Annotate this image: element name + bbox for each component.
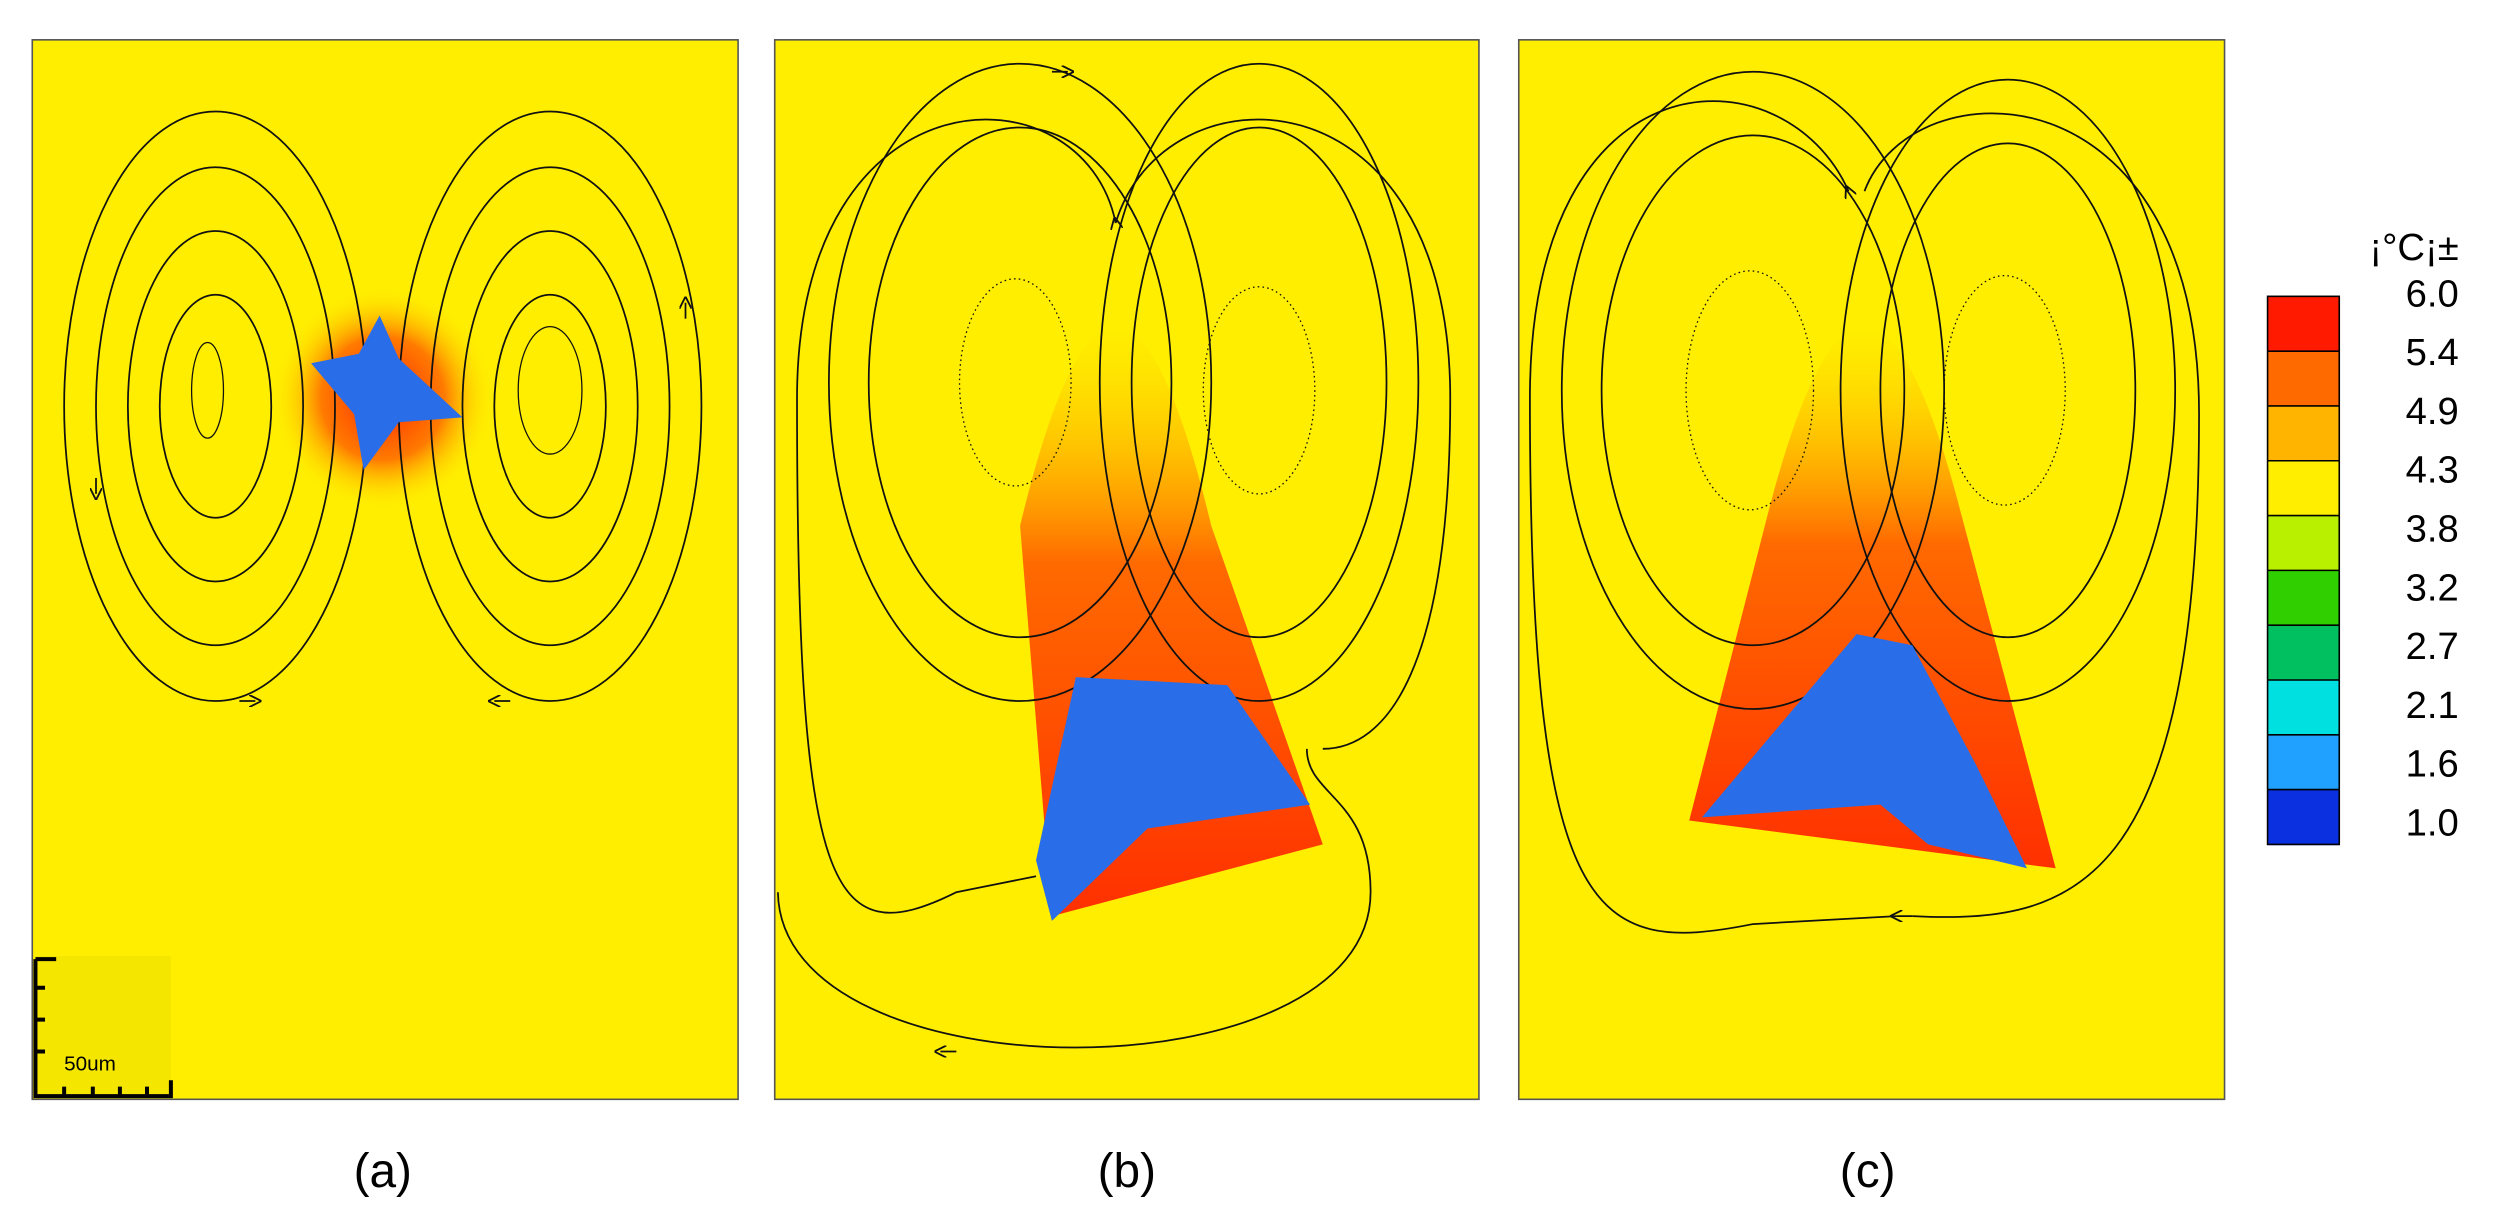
panel-label: (a) [354, 1145, 412, 1198]
colorbar-label: 1.6 [2406, 743, 2459, 786]
colorbar-label: 2.7 [2406, 625, 2459, 668]
crystal [1701, 634, 2027, 869]
colorbar-band [2267, 351, 2340, 407]
panel-b [773, 39, 1480, 1101]
colorbar-band [2267, 570, 2340, 626]
colorbar-band [2267, 625, 2340, 681]
colorbar-title: ¡°C¡± [2369, 226, 2458, 269]
colorbar-label: 2.1 [2406, 684, 2459, 727]
colorbar: ¡°C¡± 6.0 5.4 4.9 4.3 3.8 3.2 2.7 2.1 1.6 1.0 [2266, 226, 2459, 846]
panel-label: (c) [1840, 1145, 1896, 1198]
streamlines [777, 62, 1452, 1052]
panel-labels: (a) (b) (c) [354, 1145, 1896, 1198]
panel-bg [31, 39, 739, 1101]
crystal [311, 315, 463, 470]
colorbar-band [2267, 405, 2340, 462]
colorbar-band [2267, 679, 2340, 736]
colorbar-label: 6.0 [2406, 272, 2459, 315]
colorbar-label: 1.0 [2406, 801, 2459, 844]
colorbar-label: 3.2 [2406, 566, 2459, 609]
panel-c [1517, 39, 2226, 1101]
colorbar-band [2267, 734, 2340, 791]
panel-a: 50um [31, 39, 739, 1101]
colorbar-label: 4.3 [2406, 449, 2459, 492]
colorbar-band [2267, 789, 2340, 846]
colorbar-band [2267, 296, 2340, 352]
scale-bar: 50um [33, 955, 173, 1099]
scale-label: 50um [64, 1053, 116, 1076]
colorbar-frame [2266, 295, 2341, 846]
colorbar-label: 5.4 [2406, 331, 2459, 374]
panel-label: (b) [1098, 1145, 1156, 1198]
crystal [1036, 677, 1311, 921]
colorbar-label: 3.8 [2406, 508, 2459, 551]
colorbar-band [2267, 460, 2340, 517]
streamlines [1529, 70, 2200, 934]
colorbar-label: 4.9 [2406, 390, 2459, 433]
colorbar-band [2267, 515, 2340, 572]
